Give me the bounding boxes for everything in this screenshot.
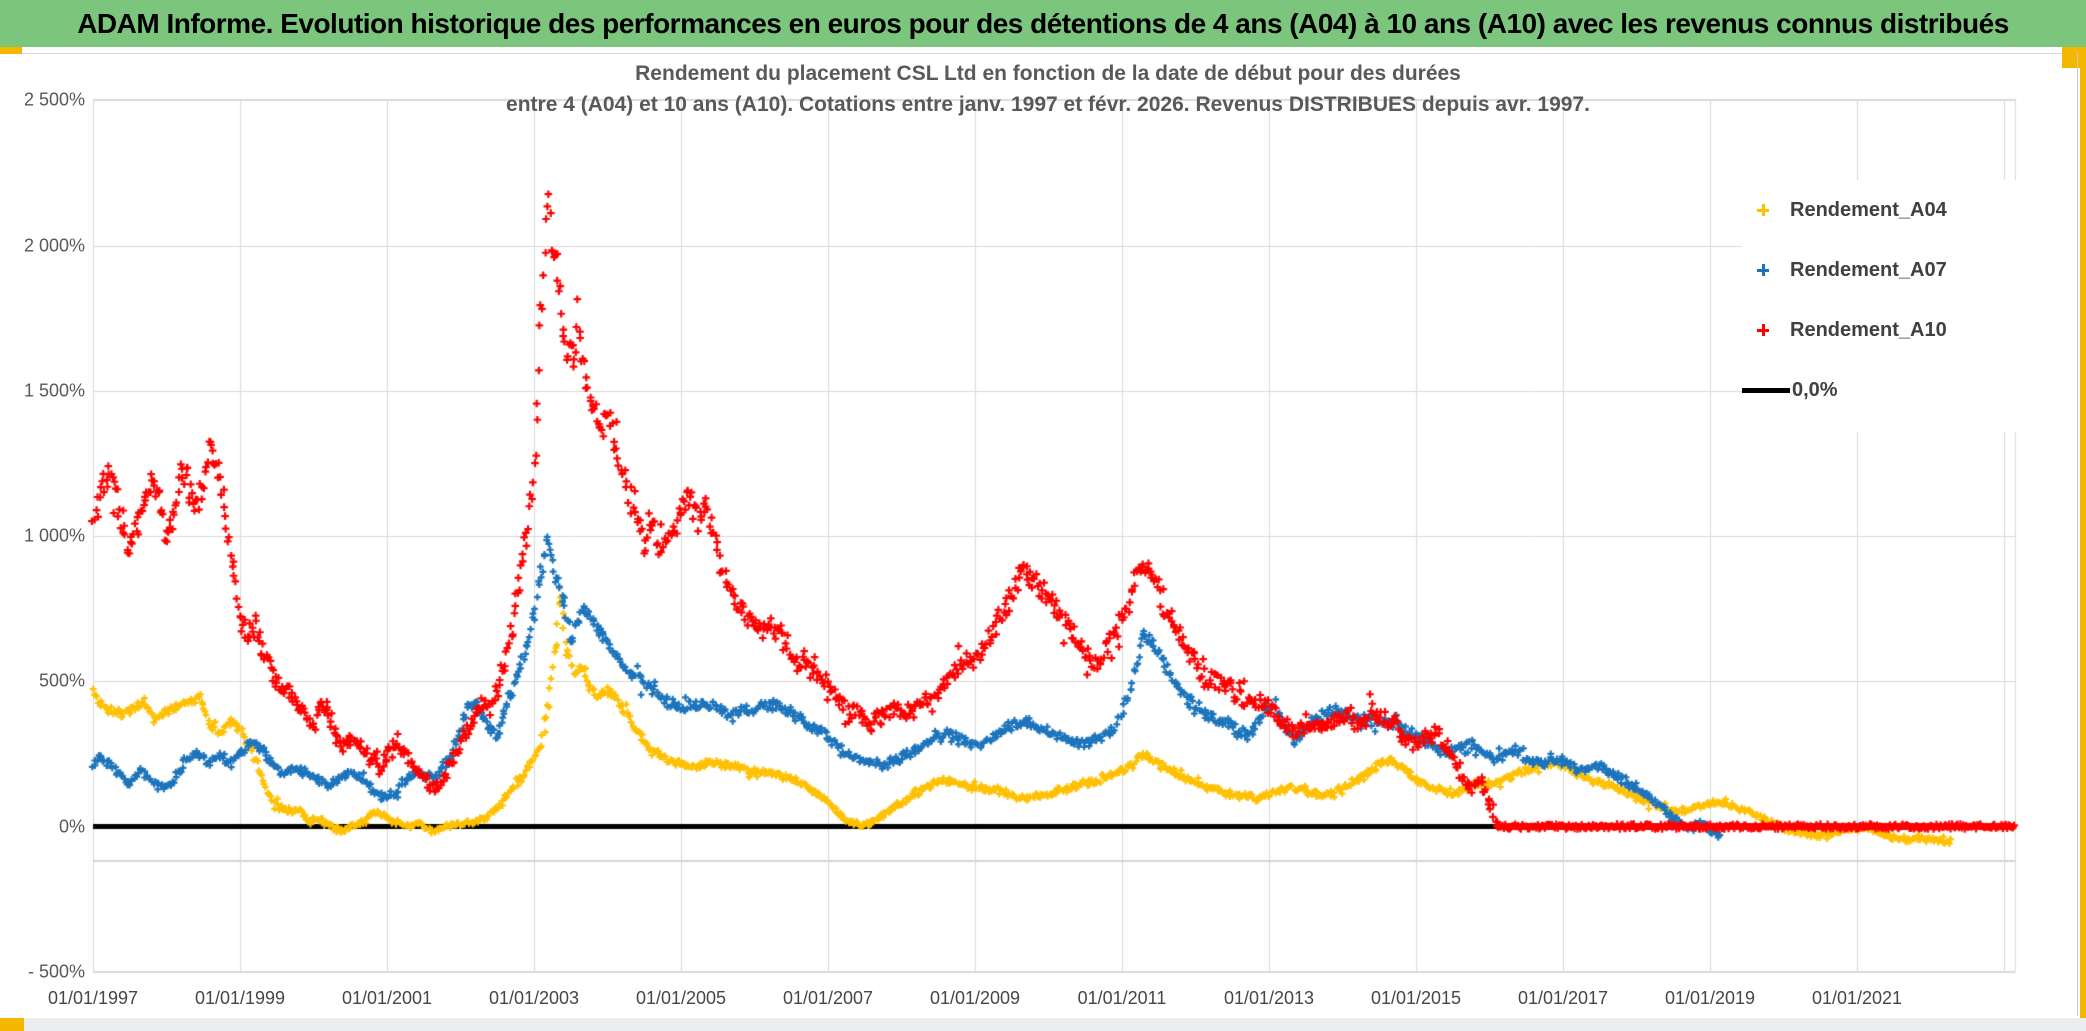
legend-item-rendement-a10[interactable]: Rendement_A10 [1742,310,2042,350]
plus-marker-a07-icon [1756,263,1770,277]
chart-title-line2: entre 4 (A04) et 10 ans (A10). Cotations… [506,93,1590,116]
x-axis-tick-label: 01/01/2017 [1517,988,1609,1008]
y-axis-tick-label: 2 000% [23,235,85,255]
y-axis-tick-label: - 500% [27,961,85,982]
chart-title-line1: Rendement du placement CSL Ltd en foncti… [635,62,1461,85]
x-axis-tick-label: 01/01/2007 [782,988,874,1008]
y-axis-tick-label: 500% [38,670,85,691]
x-axis-tick-label: 01/01/2021 [1811,988,1903,1008]
x-axis-tick-label: 01/01/2009 [929,988,1021,1008]
legend: Rendement_A04 Rendement_A07 Rendement_A1… [1742,180,2042,432]
legend-label-zero: 0,0% [1792,378,1838,401]
legend-item-rendement-a07[interactable]: Rendement_A07 [1742,250,2042,290]
plus-marker-a04-icon [1756,203,1770,217]
y-axis-tick-label: 0% [58,816,85,836]
x-axis-tick-label: 01/01/2011 [1077,988,1167,1008]
x-axis-tick-label: 01/01/1997 [47,988,139,1008]
x-axis-tick-label: 01/01/2013 [1223,988,1315,1008]
legend-item-zero-line[interactable]: 0,0% [1742,370,2042,410]
y-axis-tick-label: 1 000% [23,525,85,546]
chart-title: Rendement du placement CSL Ltd en foncti… [93,58,2003,120]
x-axis-tick-label: 01/01/2001 [341,988,433,1008]
legend-label-a04: Rendement_A04 [1790,198,1947,221]
y-axis-tick-label: 1 500% [23,380,85,401]
plus-marker-a10-icon [1756,323,1770,337]
x-axis-tick-label: 01/01/2003 [488,988,580,1008]
x-axis-tick-label: 01/01/2005 [635,988,727,1008]
legend-label-a10: Rendement_A10 [1790,318,1947,341]
y-axis-tick-label: 2 500% [23,89,85,110]
legend-label-a07: Rendement_A07 [1790,258,1947,281]
zero-line-icon [1742,387,1790,393]
x-axis-tick-label: 01/01/2015 [1370,988,1462,1008]
legend-item-rendement-a04[interactable]: Rendement_A04 [1742,190,2042,230]
x-axis-tick-label: 01/01/1999 [194,988,286,1008]
x-axis-tick-label: 01/01/2019 [1664,988,1756,1008]
